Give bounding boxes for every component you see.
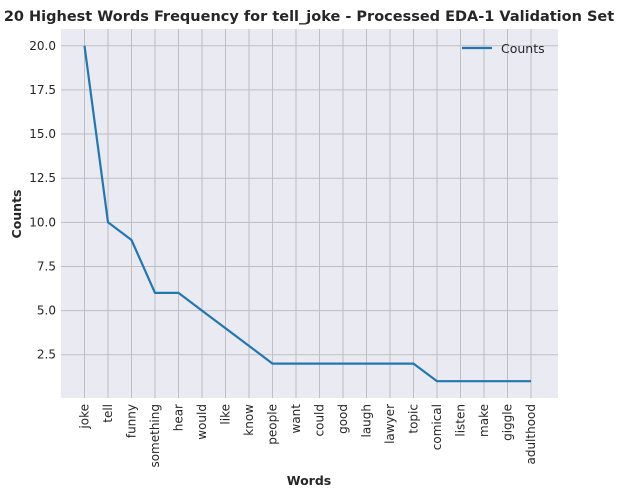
x-tick-label: good (336, 404, 350, 434)
y-axis-label: Counts (9, 190, 24, 239)
y-tick-label: 20.0 (29, 39, 56, 53)
grid-lines (61, 29, 558, 398)
y-tick-label: 12.5 (29, 171, 56, 185)
x-tick-label: could (313, 404, 327, 437)
chart-title: 20 Highest Words Frequency for tell_joke… (4, 9, 614, 25)
x-tick-label: comical (430, 404, 444, 450)
x-tick-label: giggle (501, 404, 515, 441)
x-tick-label: joke (78, 404, 92, 430)
x-tick-label: something (148, 404, 162, 468)
x-tick-label: would (195, 404, 209, 440)
series-line-counts (83, 45, 531, 383)
x-tick-label: lawyer (383, 404, 397, 444)
x-tick-label: people (266, 404, 280, 445)
y-tick-label: 15.0 (29, 127, 56, 141)
legend-label-counts: Counts (501, 41, 545, 56)
x-tick-label: adulthood (524, 404, 538, 465)
x-axis-ticks: joke tell funny something hear would like know p… (78, 404, 539, 468)
y-tick-label: 5.0 (37, 304, 56, 318)
y-tick-label: 2.5 (37, 348, 56, 362)
y-tick-label: 17.5 (29, 83, 56, 97)
x-tick-label: funny (125, 404, 139, 438)
x-tick-label: listen (454, 404, 468, 437)
y-tick-label: 10.0 (29, 215, 56, 229)
x-tick-label: like (219, 404, 233, 425)
y-tick-label: 7.5 (37, 259, 56, 273)
plot-area (61, 29, 558, 398)
x-tick-label: make (477, 404, 491, 437)
x-tick-label: want (289, 404, 303, 434)
x-tick-label: know (242, 404, 256, 436)
x-axis-label: Words (287, 473, 331, 488)
x-tick-label: laugh (360, 404, 374, 438)
x-tick-label: topic (407, 404, 421, 434)
x-tick-label: tell (101, 404, 115, 423)
y-axis-ticks: 2.5 5.0 7.5 10.0 12.5 15.0 17.5 20.0 (29, 39, 56, 362)
x-tick-label: hear (172, 404, 186, 431)
legend: Counts (462, 41, 545, 56)
